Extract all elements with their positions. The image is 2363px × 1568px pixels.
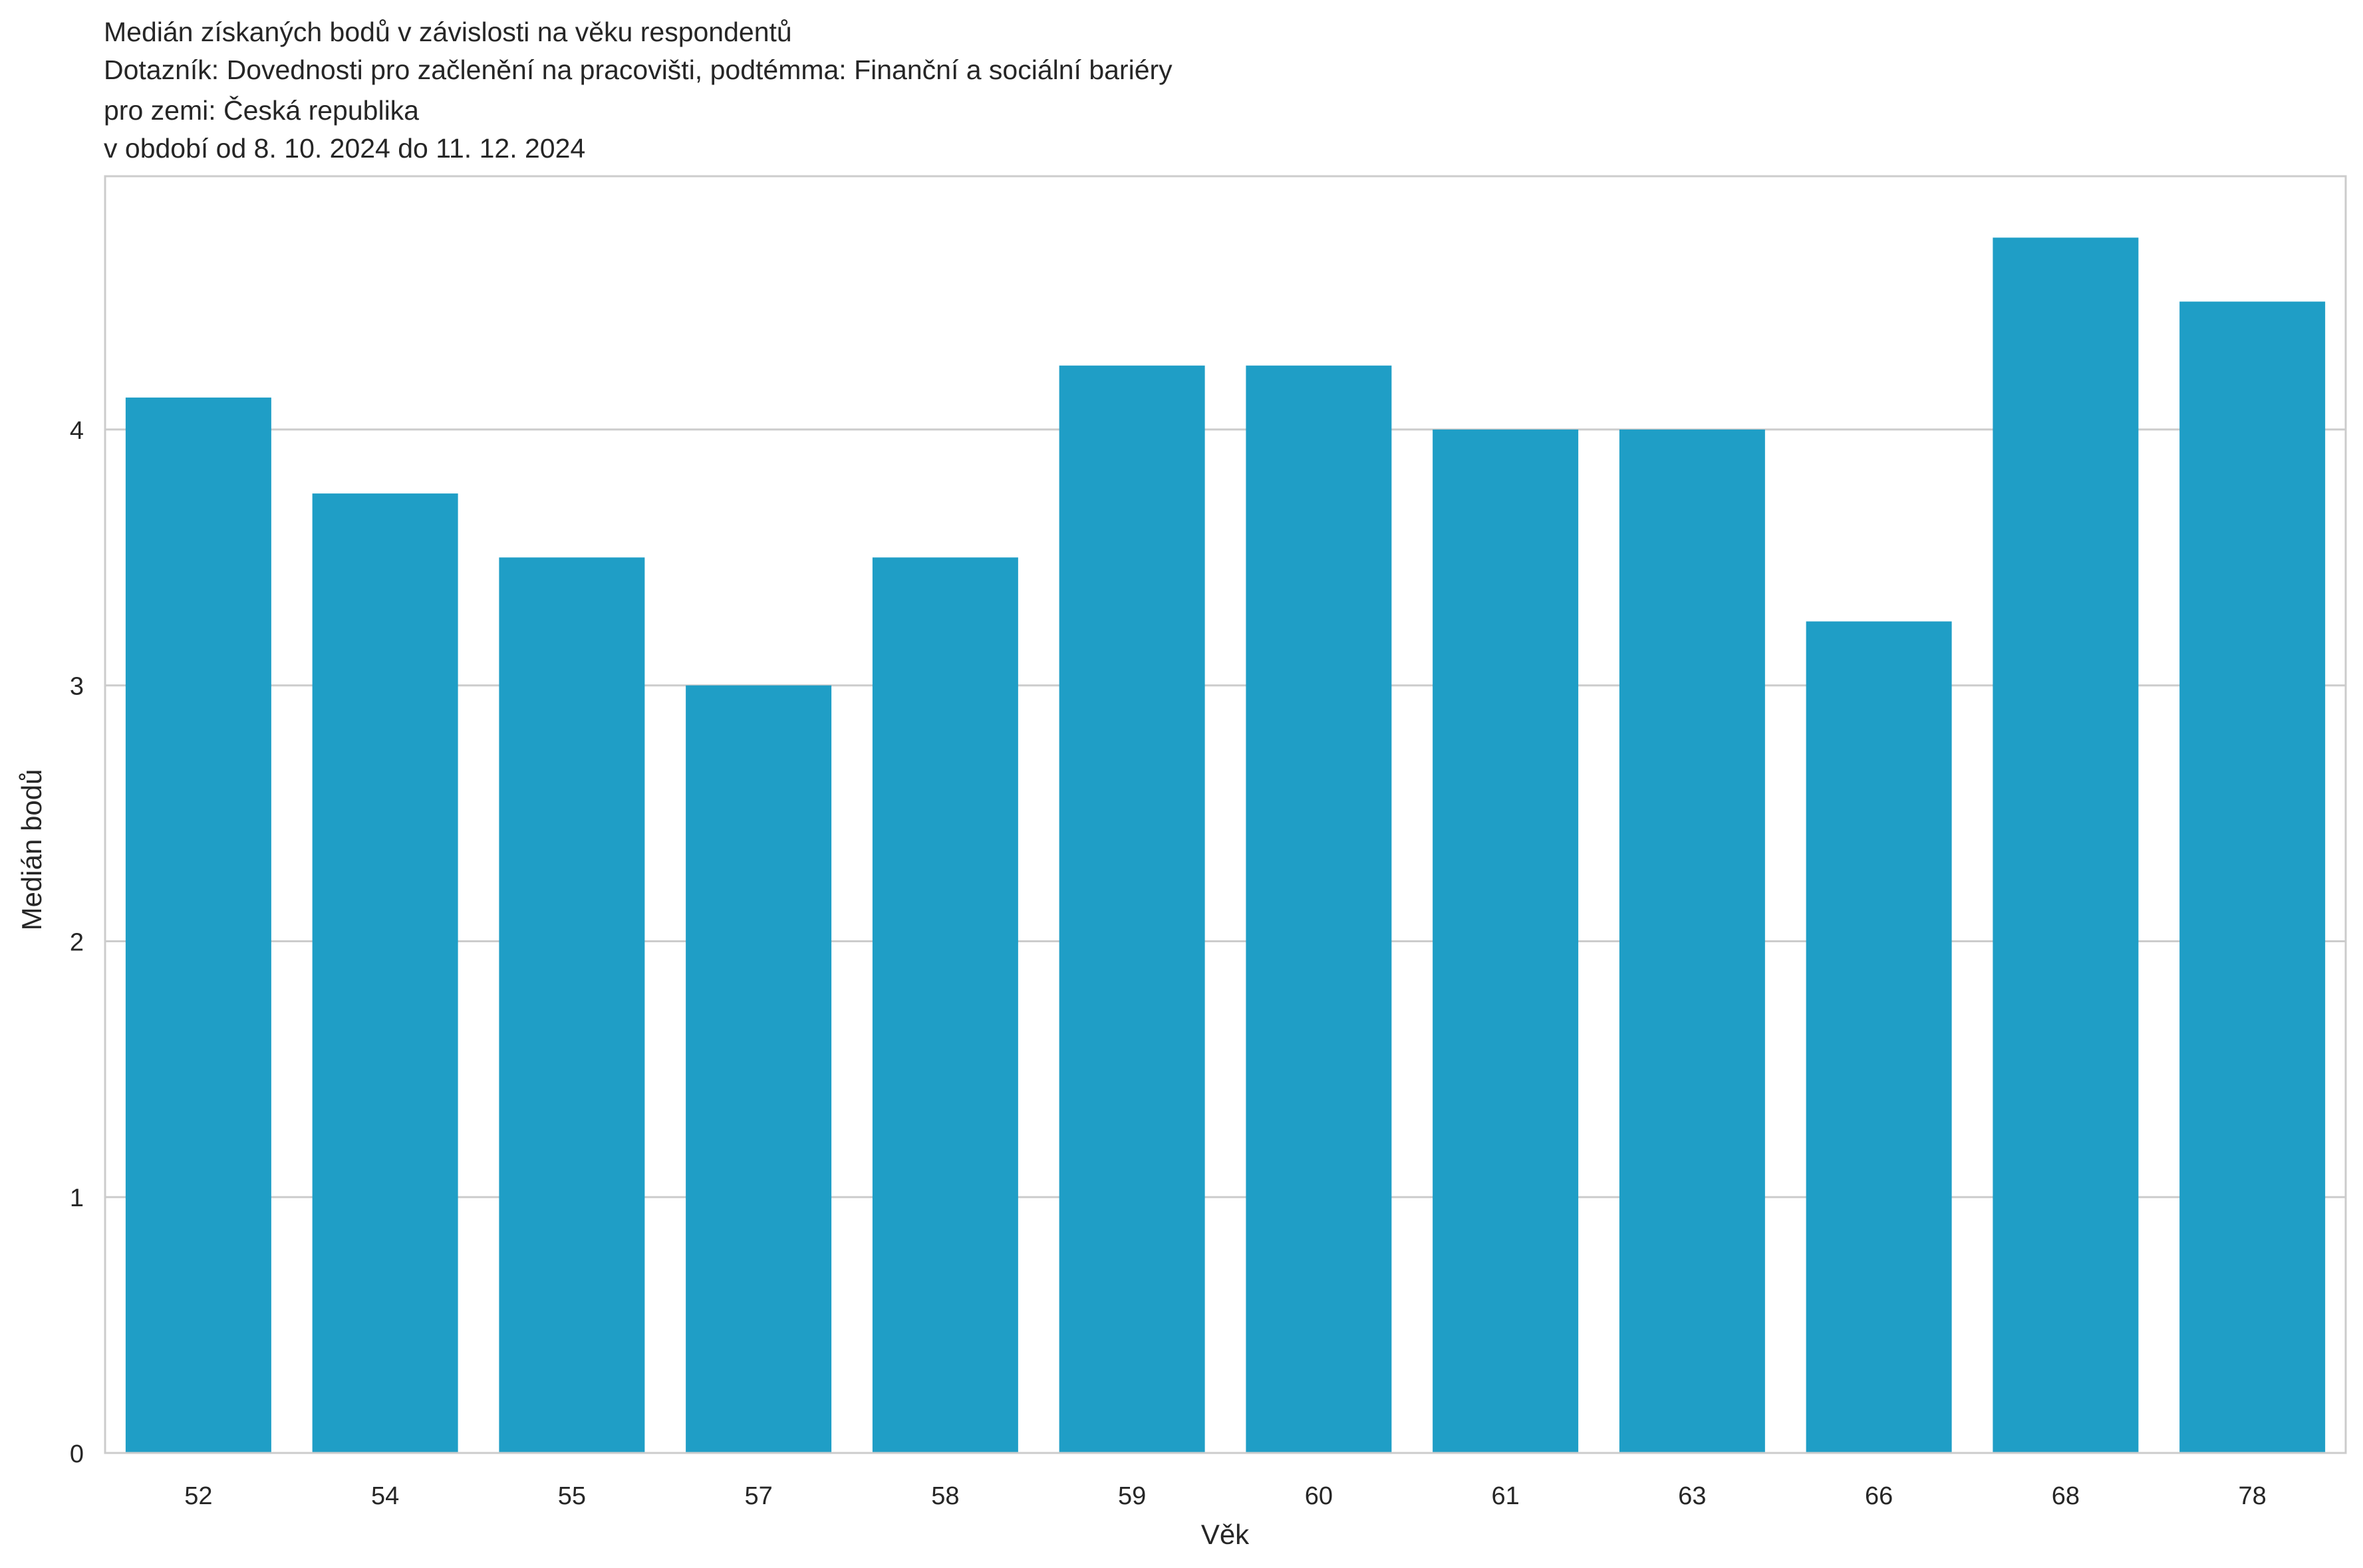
- y-tick-label: 0: [70, 1440, 84, 1468]
- y-tick-label: 4: [70, 417, 84, 445]
- bar-52: [125, 397, 271, 1453]
- chart-title: Medián získaných bodů v závislosti na vě…: [104, 17, 1173, 164]
- x-tick-label-59: 59: [1118, 1482, 1146, 1510]
- bar-59: [1059, 365, 1205, 1453]
- plot-frame: [104, 175, 2347, 1454]
- x-tick-label-58: 58: [931, 1482, 959, 1510]
- bar-54: [312, 493, 458, 1453]
- x-tick-label-55: 55: [558, 1482, 586, 1510]
- x-tick-label-60: 60: [1305, 1482, 1333, 1510]
- y-tick-label: 2: [70, 928, 84, 956]
- bars: [125, 237, 2326, 1453]
- x-axis-label: Věk: [1201, 1519, 1250, 1550]
- bar-60: [1246, 365, 1392, 1453]
- x-tick-label-78: 78: [2238, 1482, 2266, 1510]
- bar-68: [1993, 237, 2139, 1453]
- bar-58: [872, 557, 1018, 1453]
- y-tick-labels: 0 1 2 3 4: [70, 417, 84, 1468]
- x-tick-label-66: 66: [1865, 1482, 1893, 1510]
- bar-66: [1806, 621, 1952, 1453]
- x-tick-label-57: 57: [744, 1482, 772, 1510]
- bar-78: [2179, 301, 2326, 1453]
- x-tick-label-52: 52: [184, 1482, 212, 1510]
- title-line-2: Dotazník: Dovednosti pro začlenění na pr…: [104, 55, 1173, 85]
- y-tick-label: 1: [70, 1184, 84, 1212]
- bar-57: [686, 685, 832, 1453]
- x-tick-label-54: 54: [371, 1482, 399, 1510]
- bar-61: [1433, 429, 1579, 1453]
- y-tick-label: 3: [70, 673, 84, 701]
- bar-55: [499, 557, 645, 1453]
- y-axis-label: Medián bodů: [16, 769, 47, 931]
- x-tick-label-68: 68: [2052, 1482, 2080, 1510]
- title-line-4: v období od 8. 10. 2024 do 11. 12. 2024: [104, 133, 585, 164]
- x-tick-label-61: 61: [1491, 1482, 1519, 1510]
- title-line-1: Medián získaných bodů v závislosti na vě…: [104, 17, 792, 47]
- title-line-3: pro zemi: Česká republika: [104, 95, 419, 126]
- bar-63: [1619, 429, 1765, 1453]
- x-tick-labels: 52 54 55 57 58 59 60 61 63 66 68 78: [184, 1482, 2267, 1510]
- x-tick-label-63: 63: [1678, 1482, 1706, 1510]
